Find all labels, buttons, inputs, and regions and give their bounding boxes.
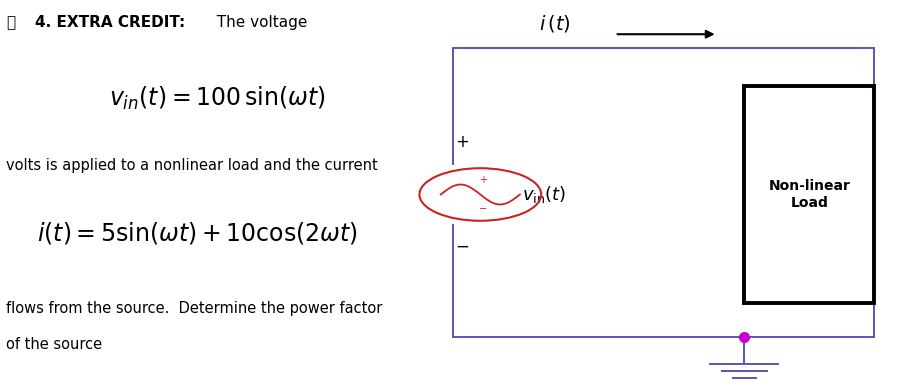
Text: +: + [455,133,470,151]
Text: $i\,(t)$: $i\,(t)$ [539,13,570,34]
Text: +: + [479,175,487,185]
Text: −: − [455,238,470,256]
Text: The voltage: The voltage [207,15,308,30]
Text: flows from the source.  Determine the power factor: flows from the source. Determine the pow… [6,301,383,316]
Text: −: − [479,204,487,214]
Text: $v_{\mathrm{in}}(t)$: $v_{\mathrm{in}}(t)$ [523,184,567,205]
Text: volts is applied to a nonlinear load and the current: volts is applied to a nonlinear load and… [6,158,378,173]
Bar [744,86,875,303]
Text: ⓔ: ⓔ [6,15,15,30]
Text: 4. EXTRA CREDIT:: 4. EXTRA CREDIT: [35,15,186,30]
Text: of the source: of the source [6,337,102,352]
Text: $v_{in}(t) = 100\,\sin(\omega t)$: $v_{in}(t) = 100\,\sin(\omega t)$ [109,84,325,112]
Text: Non-linear
Load: Non-linear Load [769,179,850,210]
Text: $i(t) = 5\sin(\omega t) + 10\cos(2\omega t)$: $i(t) = 5\sin(\omega t) + 10\cos(2\omega… [37,220,358,245]
